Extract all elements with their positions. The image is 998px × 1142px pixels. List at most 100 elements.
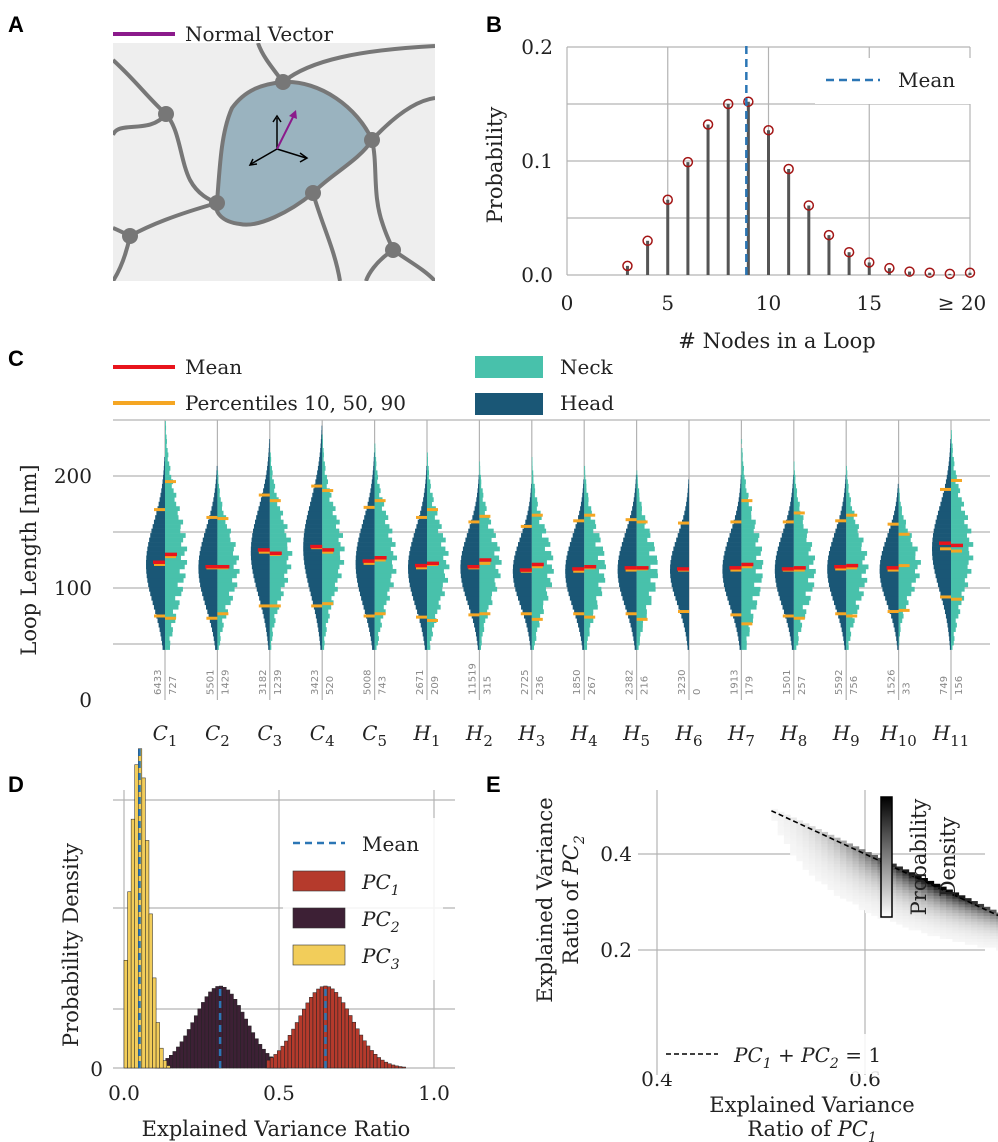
density-cell	[796, 840, 804, 844]
neck-count-label: 0	[692, 689, 703, 695]
density-cell	[865, 901, 872, 905]
density-cell	[952, 909, 960, 914]
head-bin	[580, 506, 585, 512]
head-bin	[888, 528, 899, 534]
head-bin	[687, 488, 689, 494]
neck-bin	[479, 568, 499, 574]
head-bin	[775, 577, 794, 583]
density-cell	[989, 912, 997, 916]
head-bin	[305, 524, 323, 529]
head-bin	[529, 636, 532, 641]
head-bin	[670, 573, 689, 579]
neck-bin	[374, 465, 377, 471]
density-cell	[827, 863, 835, 867]
head-bin	[303, 533, 323, 538]
head-bin	[163, 470, 165, 476]
head-bin	[527, 510, 532, 516]
head-bin	[832, 537, 847, 543]
density-cell	[777, 820, 785, 824]
head-bin	[202, 537, 218, 543]
neck-bin	[793, 573, 815, 579]
neck-bin	[322, 501, 334, 507]
density-cell	[833, 889, 841, 893]
y-tick-label-c: 200	[54, 464, 92, 488]
head-bin	[950, 443, 951, 449]
neck-bin	[898, 506, 902, 512]
neck-bin	[846, 640, 849, 646]
neck-bin	[322, 515, 337, 520]
head-bin	[885, 595, 899, 601]
neck-bin	[741, 465, 744, 471]
density-cell	[871, 903, 878, 908]
neck-bin	[374, 613, 384, 619]
head-bin	[146, 564, 165, 570]
histogram-bin	[155, 1022, 160, 1069]
density-cell	[790, 826, 797, 830]
head-bin	[789, 506, 794, 512]
density-cell	[977, 924, 985, 928]
density-cell	[846, 863, 854, 867]
head-bin	[779, 542, 794, 547]
density-cell	[815, 846, 822, 850]
x-tick-label-b: 10	[756, 291, 781, 315]
neck-bin	[479, 461, 481, 467]
violin	[565, 465, 607, 650]
neck-bin	[793, 470, 795, 476]
density-cell	[939, 926, 947, 931]
violin	[879, 483, 921, 650]
neck-bin	[165, 506, 180, 512]
density-cell	[914, 883, 922, 888]
neck-bin	[269, 492, 277, 498]
neck-bin	[741, 631, 750, 637]
neck-bin	[531, 573, 548, 579]
density-cell	[833, 866, 841, 870]
neck-bin	[217, 595, 233, 601]
head-bin	[252, 533, 270, 538]
neck-bin	[479, 488, 483, 494]
neck-bin	[636, 528, 650, 534]
density-cell	[871, 886, 878, 891]
head-bin	[460, 560, 480, 565]
neck-bin	[269, 483, 276, 489]
neck-bin	[374, 528, 393, 534]
head-bin	[740, 483, 742, 489]
density-cell	[989, 938, 997, 942]
neck-bin	[636, 573, 658, 579]
density-cell	[852, 878, 860, 882]
head-bin	[408, 573, 427, 579]
histogram-bin	[208, 991, 213, 1069]
density-cell	[802, 860, 810, 865]
density-cell	[908, 926, 916, 931]
head-bin	[895, 631, 899, 637]
head-bin	[626, 528, 637, 534]
density-cell	[983, 918, 991, 922]
density-cell	[802, 857, 810, 862]
head-bin	[147, 546, 165, 552]
density-cell	[846, 880, 854, 885]
head-bin	[206, 604, 218, 610]
legend-pc1-swatch	[292, 870, 346, 892]
neck-bin	[846, 609, 858, 615]
density-cell	[846, 892, 854, 896]
network-nodes	[122, 74, 401, 258]
head-bin	[723, 582, 742, 588]
head-bin	[260, 497, 270, 503]
head-bin	[566, 582, 585, 588]
neck-bin	[531, 582, 552, 588]
density-cell	[921, 898, 928, 902]
histogram-bin	[233, 999, 238, 1069]
category-tick-label: H5	[622, 721, 650, 750]
head-bin	[739, 645, 742, 650]
head-bin	[685, 631, 689, 637]
violin	[827, 465, 869, 650]
neck-bin	[741, 479, 746, 485]
density-cell	[808, 866, 816, 870]
neck-bin	[374, 456, 377, 462]
neck-bin	[636, 546, 655, 552]
head-bin	[200, 582, 218, 588]
neck-bin	[741, 483, 746, 489]
histogram-bin	[145, 840, 150, 1069]
head-bin	[841, 627, 847, 632]
head-bin	[677, 533, 689, 538]
head-bin	[216, 465, 218, 471]
